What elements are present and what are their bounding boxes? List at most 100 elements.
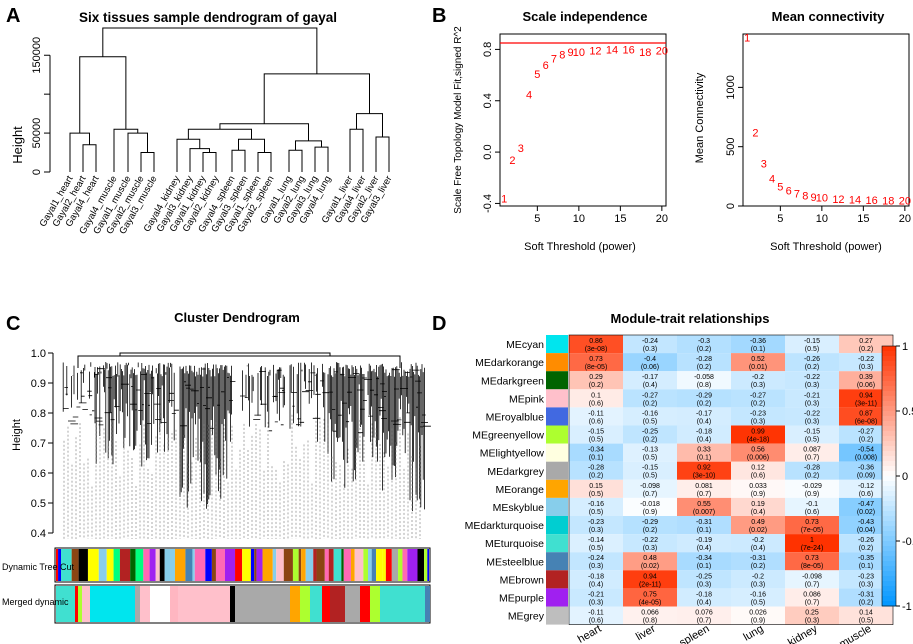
heatmap-cell [785,479,839,498]
panel-c-y-tick-label: 0.9 [31,378,46,390]
merged-color-segment [300,586,310,622]
dynamic-color-segment [98,549,107,581]
heatmap-cell [731,425,785,444]
dynamic-color-segment [385,549,392,581]
p-value: (0.7) [805,599,819,606]
correlation-value: -0.25 [696,573,712,580]
heatmap-cell [569,570,623,589]
heatmap-cell [731,516,785,535]
legend-gradient-step [882,561,896,567]
panel-a-branch [257,152,272,172]
merged-color-segment [170,586,178,622]
dynamic-color-segment [192,549,195,581]
panel-d-cells: 0.86(3e-08)-0.24(0.3)-0.3(0.2)-0.36(0.1)… [568,334,894,625]
panel-a-ylabel: Height [10,126,25,164]
legend-gradient-step [882,436,896,442]
module-label: MEorange [496,484,545,496]
legend-gradient-step [882,411,896,417]
correlation-value: -0.47 [858,501,874,508]
x-tick-label: 10 [816,213,828,225]
p-value: (0.5) [589,545,603,552]
correlation-value: -0.22 [642,537,658,544]
power-point: 8 [559,50,565,62]
p-value: (0.2) [751,563,765,570]
merged-color-segment [330,586,345,622]
x-tick-label: 5 [777,213,783,225]
power-point: 4 [769,174,775,186]
legend-gradient-step [882,486,896,492]
power-point: 9 [567,47,573,59]
heatmap-cell [785,516,839,535]
power-point: 6 [786,186,792,198]
dynamic-color-segment [417,549,425,581]
p-value: (0.5) [589,509,603,516]
module-color-swatch [546,407,568,426]
dynamic-color-segment [71,549,79,581]
dynamic-color-segment [106,549,114,581]
panel-c-y-tick-label: 0.4 [31,528,46,540]
p-value: (0.3) [805,418,819,425]
module-label: MEpurple [499,592,544,604]
legend-gradient-step [882,466,896,472]
dynamic-color-segment [333,549,342,581]
dynamic-color-segment [242,549,251,581]
heatmap-cell [623,443,677,462]
panel-c-y-tick-label: 0.6 [31,468,46,480]
p-value: (0.01) [749,364,767,371]
dynamic-color-segment [402,549,408,581]
correlation-value: -0.12 [858,483,874,490]
heatmap-cell [623,497,677,516]
heatmap-cell [569,588,623,607]
heatmap-cell [839,479,893,498]
module-color-swatch [546,389,568,408]
correlation-value: -0.23 [750,410,766,417]
p-value: (0.2) [805,364,819,371]
dynamic-color-segment [164,549,175,581]
power-point: 5 [534,69,540,81]
heatmap-cell [839,534,893,553]
panel-c-y-tick-label: 0.7 [31,438,46,450]
power-point: 9 [810,192,816,204]
p-value: (4e-18) [747,437,770,444]
p-value: (0.7) [697,618,711,625]
legend-tick-label: 0 [902,471,908,483]
y-tick-label: 0.4 [482,93,494,108]
legend-gradient-step [882,596,896,602]
legend-gradient-step [882,591,896,597]
correlation-value: -0.2 [752,374,764,381]
p-value: (0.5) [859,618,873,625]
panel-a-branch [356,113,383,137]
correlation-value: 0.48 [643,555,657,562]
dynamic-color-segment [159,549,165,581]
dynamic-color-segment [256,549,263,581]
correlation-value: -0.24 [642,338,658,345]
p-value: (6e-08) [855,418,878,425]
dynamic-color-segment [78,549,88,581]
correlation-value: 0.87 [859,410,873,417]
legend-gradient-step [882,471,896,477]
merged-color-segment [230,586,235,622]
p-value: (0.4) [751,545,765,552]
dynamic-color-segment [363,549,369,581]
heatmap-cell [677,497,731,516]
correlation-value: -0.15 [588,429,604,436]
merged-color-segment [322,586,330,622]
heatmap-cell [569,371,623,390]
legend-gradient-step [882,401,896,407]
p-value: (0.4) [589,581,603,588]
merged-color-segment [135,586,140,622]
p-value: (0.02) [857,509,875,516]
y-tick-label: 0.0 [482,144,494,159]
panel-a-branch [82,144,97,172]
correlation-value: -0.21 [588,591,604,598]
heatmap-cell [731,353,785,372]
correlation-value: -0.029 [802,483,822,490]
module-label: MEdarkgrey [487,466,544,478]
legend-gradient-step [882,581,896,587]
p-value: (0.3) [589,599,603,606]
legend-gradient-step [882,476,896,482]
legend-gradient-step [882,351,896,357]
panel-c-leaf-lines [63,413,421,539]
panel-d-module-trait-heatmap: Module-trait relationships MEcyan MEdarko… [465,311,913,644]
